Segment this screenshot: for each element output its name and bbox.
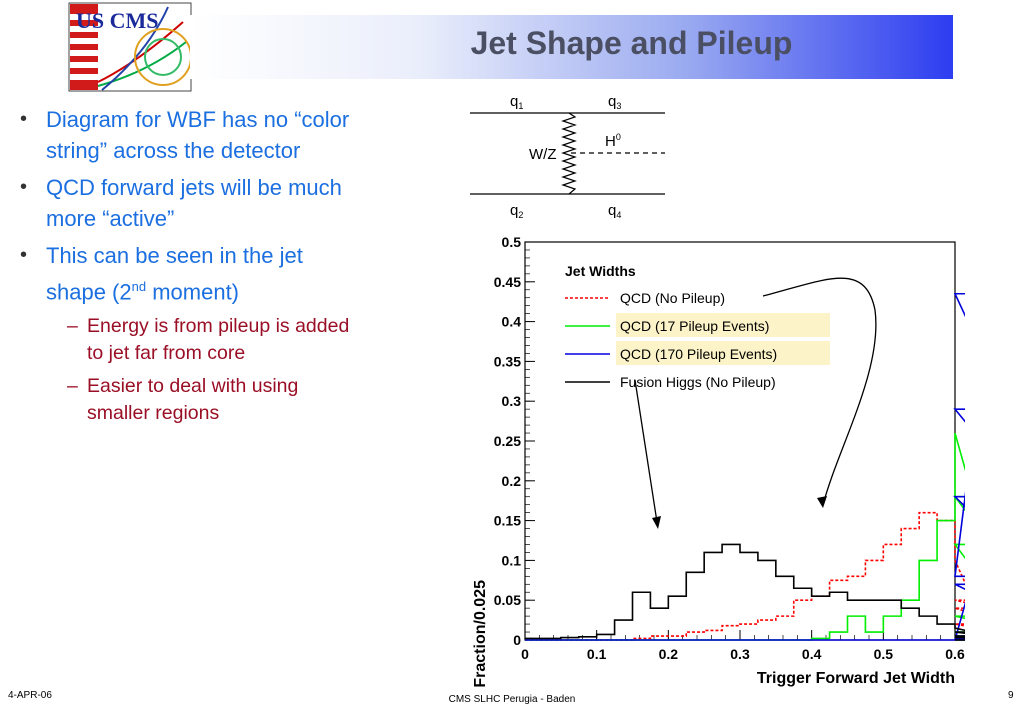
annotation-arrow-to-qcd xyxy=(762,277,877,506)
x-tick-label: 0 xyxy=(521,646,529,662)
footer-date: 4-APR-06 xyxy=(8,690,52,701)
feynman-diagram: q1 q3 q2 q4 W/Z H0 xyxy=(470,93,665,220)
series-qcd-170-pileup xyxy=(525,292,965,641)
bullet-item: • QCD forward jets will be much more “ac… xyxy=(12,172,362,234)
page-title: Jet Shape and Pileup xyxy=(470,25,793,61)
y-tick-label: 0.4 xyxy=(502,314,522,330)
superscript: nd xyxy=(131,279,147,294)
boson-label: W/Z xyxy=(529,146,557,163)
legend-highlight xyxy=(616,341,830,365)
q4-label: q4 xyxy=(608,202,621,220)
x-tick-label: 0.1 xyxy=(587,646,607,662)
q3-label: q3 xyxy=(608,93,621,111)
y-tick-label: 0.05 xyxy=(494,592,521,608)
x-axis-label: Trigger Forward Jet Width xyxy=(757,670,955,687)
sub-bullet-item: – Energy is from pileup is added to jet … xyxy=(12,313,362,367)
arrow-head xyxy=(817,496,827,508)
y-tick-label: 0.25 xyxy=(494,433,521,449)
q2-label: q2 xyxy=(510,202,523,220)
y-tick-label: 0.3 xyxy=(502,393,522,409)
y-tick-label: 0.2 xyxy=(502,473,522,489)
footer-center: CMS SLHC Perugia - Baden xyxy=(448,694,576,705)
arrow-head xyxy=(652,516,661,529)
flag-stripes-icon xyxy=(70,4,98,90)
us-cms-logo: US CMS xyxy=(68,2,192,92)
bullet-list: • Diagram for WBF has no “color string” … xyxy=(12,104,362,433)
bullet-item: • Diagram for WBF has no “color string” … xyxy=(12,104,362,166)
q1-label: q1 xyxy=(510,93,523,111)
dash-marker: – xyxy=(67,375,78,398)
jet-width-histogram: 0 0.05 0.1 0.15 0.2 0.25 0.3 0.35 0.4 0.45 0.5 0 0.1… xyxy=(472,234,965,688)
bullet-text-end: moment) xyxy=(146,279,240,305)
x-tick-label: 0.2 xyxy=(659,646,679,662)
bullet-marker: • xyxy=(20,244,28,266)
sub-bullet-text: Energy is from pileup is added to jet fa… xyxy=(87,315,350,365)
series-qcd-no-pileup xyxy=(525,511,965,641)
title-bar: Jet Shape and Pileup xyxy=(190,15,953,79)
legend-title: Jet Widths xyxy=(565,263,636,279)
y-tick-label: 0.5 xyxy=(502,234,522,250)
y-axis-label: Fraction/0.025 xyxy=(472,580,489,688)
legend-entry: QCD (170 Pileup Events) xyxy=(620,346,777,362)
x-tick-label: 0.4 xyxy=(802,646,822,662)
x-tick-label: 0.3 xyxy=(730,646,750,662)
bullet-marker: • xyxy=(20,108,28,130)
dash-marker: – xyxy=(67,315,78,338)
legend-entry: Fusion Higgs (No Pileup) xyxy=(620,374,776,390)
footer-page-number: 9 xyxy=(1008,690,1014,701)
logo-text: US CMS xyxy=(76,8,159,33)
bullet-text: Diagram for WBF has no “color string” ac… xyxy=(46,107,350,163)
series-fusion-higgs xyxy=(525,543,965,641)
higgs-label: H0 xyxy=(605,132,621,150)
bullet-item: • This can be seen in the jet shape (2nd… xyxy=(12,240,362,307)
sub-bullet-text: Easier to deal with using smaller region… xyxy=(87,375,299,425)
y-tick-label: 0 xyxy=(513,632,521,648)
legend-highlight xyxy=(616,313,830,337)
y-tick-label: 0.15 xyxy=(494,513,521,529)
y-tick-label: 0.45 xyxy=(494,274,521,290)
x-tick-label: 0.6 xyxy=(945,646,965,662)
y-tick-label: 0.35 xyxy=(494,353,521,369)
boson-propagator xyxy=(561,112,577,195)
legend-entry: QCD (17 Pileup Events) xyxy=(620,318,769,334)
bullet-marker: • xyxy=(20,176,28,198)
bullet-text: This can be seen in the jet shape (2 xyxy=(46,243,303,305)
annotation-arrow-to-higgs xyxy=(634,379,658,523)
y-tick-label: 0.1 xyxy=(502,552,522,568)
sub-bullet-item: – Easier to deal with using smaller regi… xyxy=(12,373,362,427)
plot-frame xyxy=(524,241,956,641)
bullet-text: QCD forward jets will be much more “acti… xyxy=(46,175,342,231)
legend-entry: QCD (No Pileup) xyxy=(620,290,725,306)
x-tick-label: 0.5 xyxy=(874,646,894,662)
